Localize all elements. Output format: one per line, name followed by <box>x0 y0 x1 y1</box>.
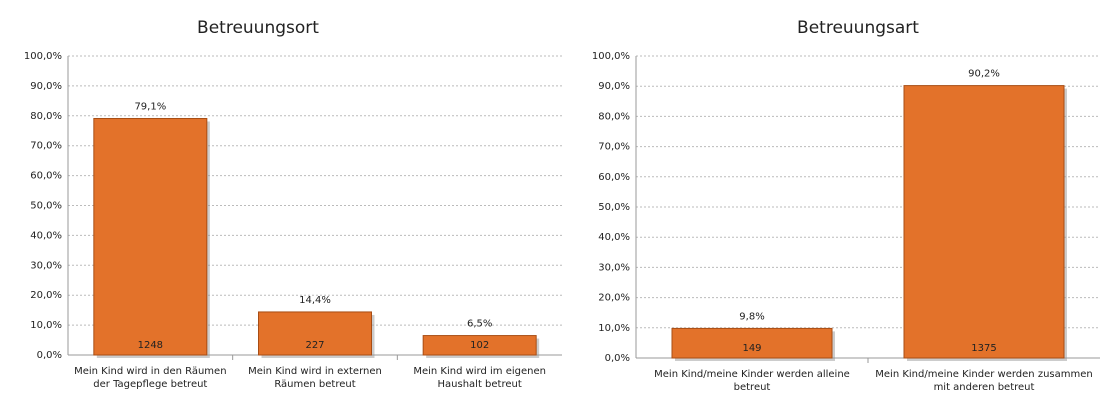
y-tick-label: 0,0% <box>37 350 62 361</box>
y-tick-label: 70,0% <box>30 141 62 152</box>
bar <box>422 335 537 356</box>
x-label-box: Mein Kind wird in den Räumen der Tagepfl… <box>74 366 227 390</box>
value-label: 14,4% <box>299 295 331 306</box>
chart-title: Betreuungsort <box>197 18 319 38</box>
value-label: 9,8% <box>739 311 764 322</box>
count-label: 1248 <box>138 340 163 351</box>
y-tick-label: 20,0% <box>598 293 630 304</box>
y-tick-label: 10,0% <box>30 320 62 331</box>
y-tick-label: 90,0% <box>598 81 630 92</box>
x-label-box: Mein Kind wird im eigenen Haushalt betre… <box>413 366 546 390</box>
x-tick-label: Mein Kind/meine Kinder werden alleine be… <box>654 369 850 393</box>
y-tick-label: 30,0% <box>598 262 630 273</box>
count-label: 227 <box>305 340 324 351</box>
y-tick-label: 10,0% <box>598 323 630 334</box>
bar <box>903 85 1065 359</box>
y-tick-label: 60,0% <box>598 172 630 183</box>
bar <box>258 311 372 356</box>
value-label: 90,2% <box>968 69 1000 80</box>
y-tick-label: 50,0% <box>30 201 62 212</box>
y-tick-label: 100,0% <box>592 51 630 62</box>
x-tick-label: Mein Kind/meine Kinder werden zusammen m… <box>875 369 1093 393</box>
bar <box>671 327 833 359</box>
y-tick-label: 60,0% <box>30 171 62 182</box>
y-tick-label: 20,0% <box>30 290 62 301</box>
x-tick-label: Mein Kind wird in externen Räumen betreu… <box>248 366 382 390</box>
y-tick-label: 50,0% <box>598 202 630 213</box>
x-label-box: Mein Kind/meine Kinder werden alleine be… <box>654 369 850 393</box>
y-tick-label: 80,0% <box>598 111 630 122</box>
x-tick-label: Mein Kind wird im eigenen Haushalt betre… <box>413 366 546 390</box>
y-tick-label: 40,0% <box>30 230 62 241</box>
x-tick-label: Mein Kind wird in den Räumen der Tagepfl… <box>74 366 227 390</box>
count-label: 1375 <box>971 343 996 354</box>
y-tick-label: 100,0% <box>24 51 62 62</box>
chart-title: Betreuungsart <box>797 18 919 38</box>
y-tick-label: 70,0% <box>598 142 630 153</box>
y-tick-label: 40,0% <box>598 232 630 243</box>
count-label: 149 <box>742 343 761 354</box>
value-label: 79,1% <box>134 101 166 112</box>
y-tick-label: 30,0% <box>30 260 62 271</box>
bar <box>93 117 208 356</box>
y-tick-label: 90,0% <box>30 81 62 92</box>
y-tick-label: 0,0% <box>605 353 630 364</box>
x-label-box: Mein Kind wird in externen Räumen betreu… <box>248 366 382 390</box>
x-label-box: Mein Kind/meine Kinder werden zusammen m… <box>875 369 1093 393</box>
y-tick-label: 80,0% <box>30 111 62 122</box>
value-label: 6,5% <box>467 319 492 330</box>
count-label: 102 <box>470 340 489 351</box>
